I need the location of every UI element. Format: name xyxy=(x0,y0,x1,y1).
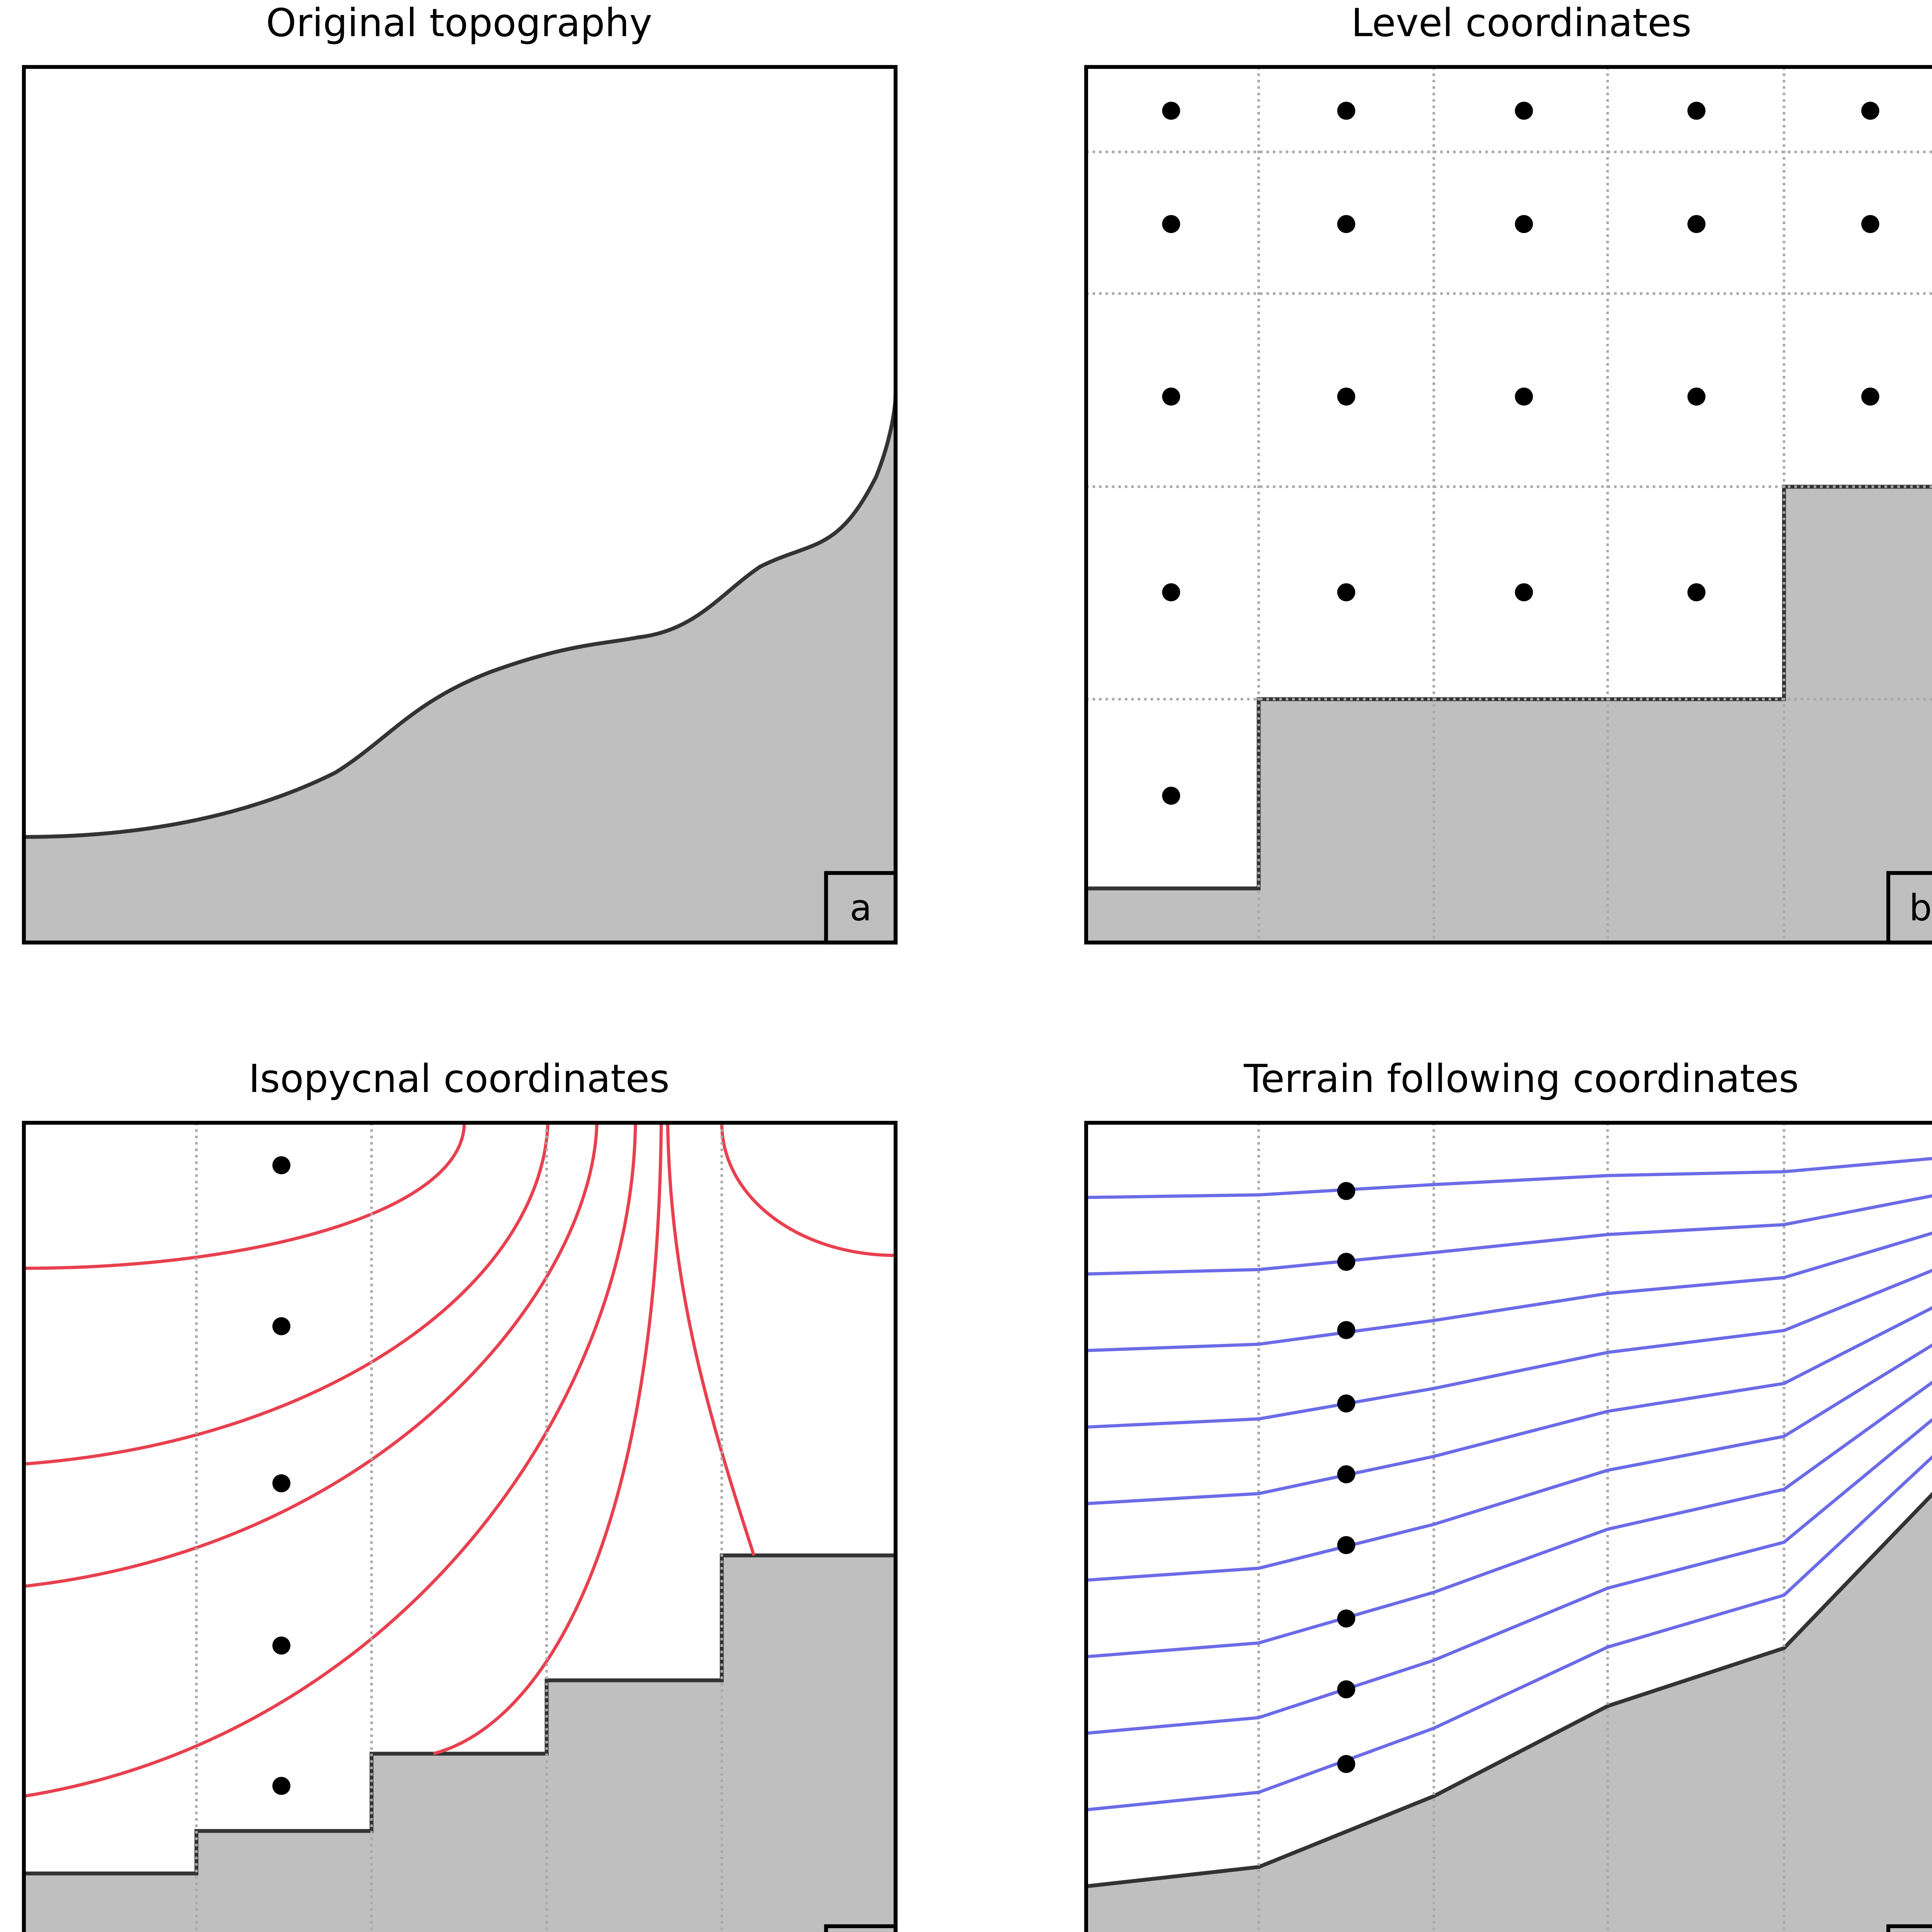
sigma-line xyxy=(1086,1194,1932,1276)
isopycnal xyxy=(24,1122,550,1466)
panel-label: b xyxy=(1909,887,1932,929)
grid-point xyxy=(1337,1321,1355,1339)
grid-point xyxy=(1337,1182,1355,1200)
panel-b xyxy=(1084,67,1932,945)
panel-title: Terrain following coordinates xyxy=(1243,1056,1799,1101)
sigma-line xyxy=(1086,1418,1932,1735)
isopycnal xyxy=(720,1122,896,1257)
panel-c xyxy=(22,1122,898,1932)
grid-point xyxy=(1687,388,1706,406)
panel-label: a xyxy=(850,887,872,929)
grid-point xyxy=(1861,102,1879,120)
isopycnal xyxy=(24,1122,599,1588)
label-box xyxy=(1886,871,1932,945)
panel-c-overlay: Isopycnal coordinates c xyxy=(22,1056,898,1932)
panel-title: Original topography xyxy=(266,0,652,45)
grid-point xyxy=(272,1317,291,1335)
grid-point xyxy=(1337,215,1355,233)
grid-point xyxy=(1337,1680,1355,1699)
isopycnal xyxy=(24,1122,637,1798)
grid-point xyxy=(272,1156,291,1175)
isopycnal-topography xyxy=(22,1553,898,1932)
panel-title: Isopycnal coordinates xyxy=(248,1056,670,1101)
grid-point xyxy=(1337,102,1355,120)
grid-point xyxy=(1162,102,1180,120)
sigma-line xyxy=(1086,1269,1932,1429)
isopycnal xyxy=(433,1122,663,1755)
grid-point xyxy=(272,1474,291,1493)
label-box xyxy=(824,1924,898,1932)
grid-point xyxy=(1515,215,1533,233)
grid-point xyxy=(1515,102,1533,120)
panel-title: Level coordinates xyxy=(1351,0,1692,45)
grid-point xyxy=(1687,215,1706,233)
grid-point xyxy=(1687,583,1706,602)
grid-point xyxy=(1162,388,1180,406)
panel-a: Original topography a xyxy=(22,0,898,945)
sigma-line xyxy=(1086,1343,1932,1582)
grid-point xyxy=(272,1777,291,1795)
grid-point xyxy=(1515,388,1533,406)
label-box xyxy=(1886,1924,1932,1932)
sigma-line xyxy=(1086,1381,1932,1658)
grid-point xyxy=(1337,1465,1355,1483)
panel-d xyxy=(1084,1122,1932,1932)
panel-frame xyxy=(22,65,898,945)
grid-point xyxy=(1861,388,1879,406)
panel-d-overlay: Terrain following coordinates d xyxy=(1084,1056,1932,1932)
grid-point xyxy=(1337,1755,1355,1773)
sigma-line xyxy=(1086,1157,1932,1199)
panel-b-overlay: Level coordinates b xyxy=(1084,0,1932,945)
label-box xyxy=(824,871,898,945)
sigma-line xyxy=(1086,1231,1932,1352)
panel-frame xyxy=(1084,1121,1932,1932)
grid-point xyxy=(272,1636,291,1655)
topography xyxy=(22,393,898,945)
grid-point xyxy=(1337,583,1355,602)
grid-point xyxy=(1861,215,1879,233)
grid-point xyxy=(1337,1609,1355,1628)
grid-point xyxy=(1162,215,1180,233)
grid-point xyxy=(1162,787,1180,805)
grid-point xyxy=(1337,1394,1355,1413)
grid-point xyxy=(1337,1536,1355,1554)
grid-point xyxy=(1515,583,1533,602)
panel-frame xyxy=(1084,65,1932,945)
grid-point xyxy=(1337,1253,1355,1271)
isopycnal xyxy=(24,1122,466,1270)
grid-point xyxy=(1162,583,1180,602)
panel-frame xyxy=(22,1121,898,1932)
grid-point xyxy=(1337,388,1355,406)
grid-point xyxy=(1687,102,1706,120)
sigma-line xyxy=(1086,1455,1932,1811)
sigma-line xyxy=(1086,1306,1932,1505)
terrain xyxy=(1084,1492,1932,1932)
isopycnal xyxy=(666,1122,756,1556)
